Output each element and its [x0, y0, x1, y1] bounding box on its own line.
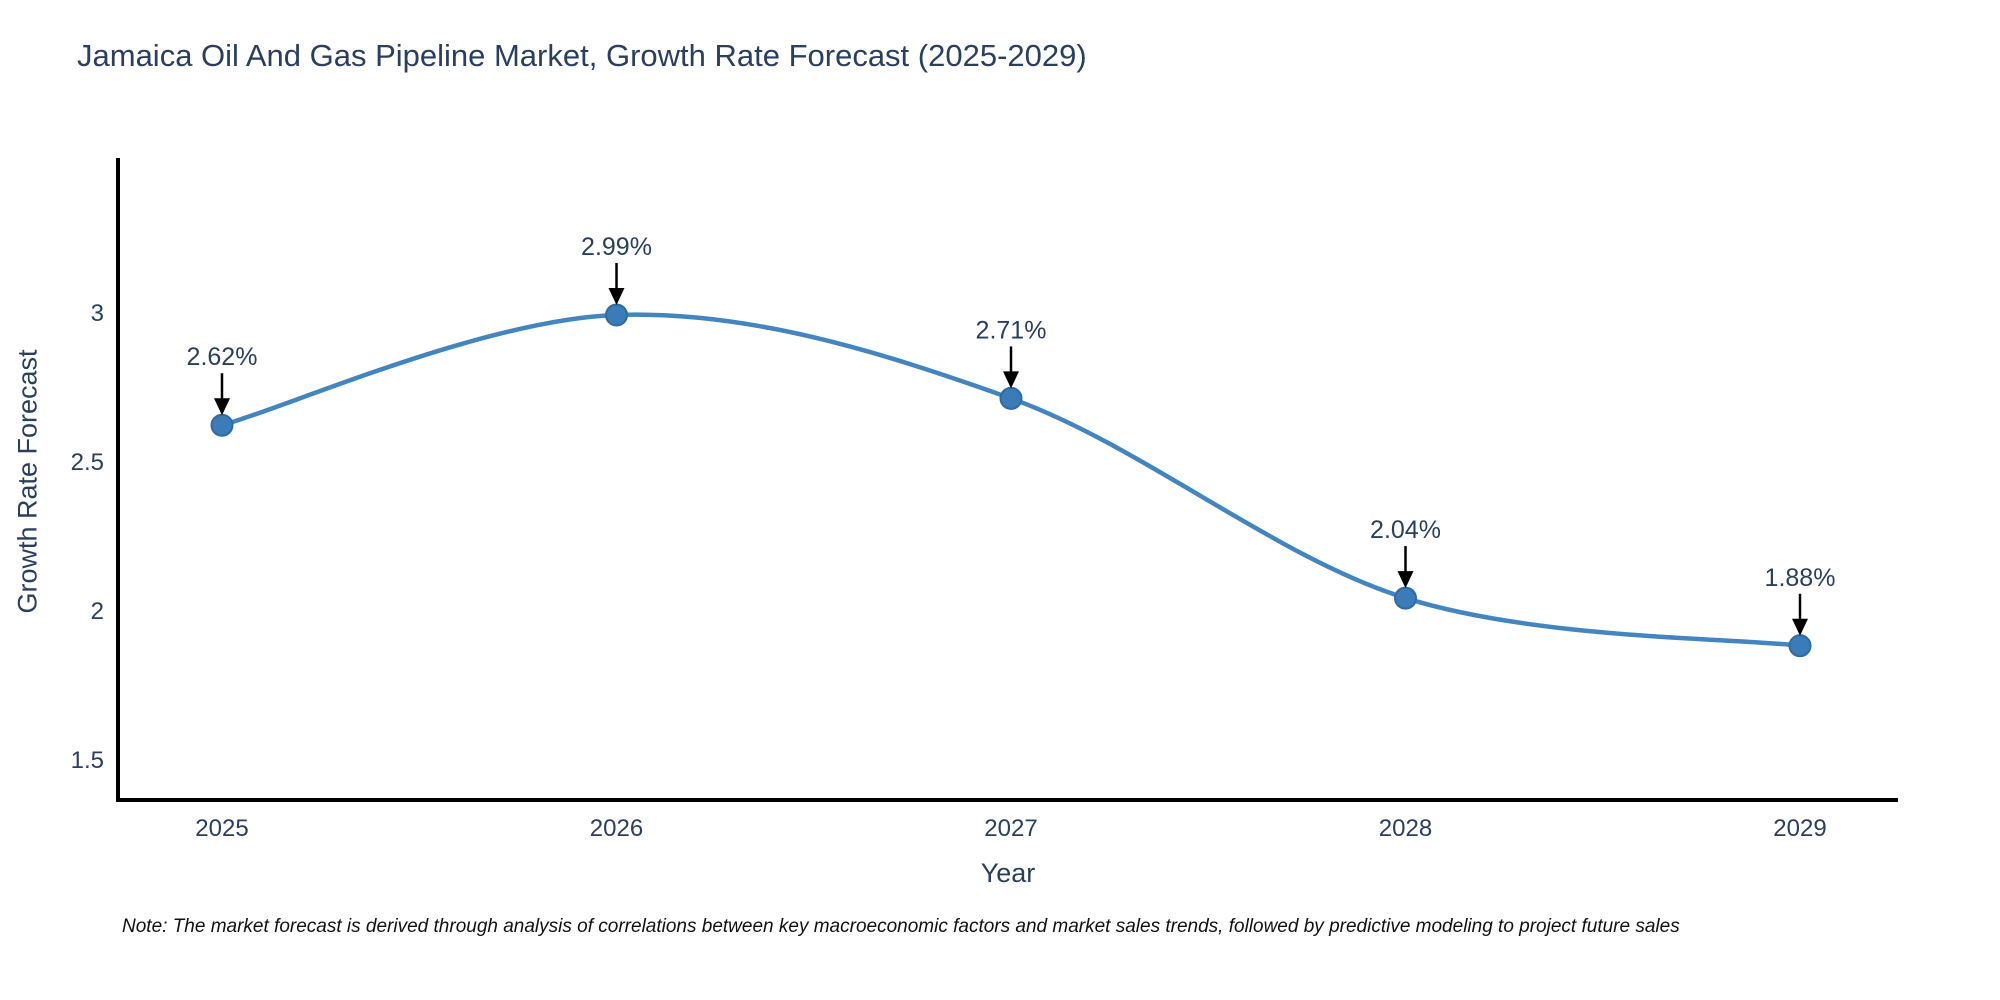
annotation-arrowhead — [1397, 571, 1414, 589]
x-axis-title: Year — [980, 858, 1036, 888]
chart-title: Jamaica Oil And Gas Pipeline Market, Gro… — [77, 38, 1087, 73]
x-tick-label: 2027 — [984, 815, 1037, 842]
annotation-arrowhead — [1003, 371, 1019, 389]
data-point-label: 2.71% — [976, 316, 1047, 344]
data-point-marker — [605, 303, 628, 327]
data-point-label: 2.99% — [581, 233, 652, 261]
x-tick-label: 2025 — [195, 815, 248, 842]
y-tick-label: 3 — [91, 300, 104, 327]
x-tick-label: 2029 — [1773, 815, 1826, 842]
footnote: Note: The market forecast is derived thr… — [122, 916, 1680, 937]
data-point-marker — [210, 413, 234, 437]
data-point-label: 1.88% — [1765, 564, 1836, 592]
annotation-arrowhead — [608, 287, 625, 305]
x-tick-label: 2026 — [590, 815, 643, 842]
y-tick-label: 2.5 — [71, 449, 104, 476]
y-axis-title: Growth Rate Forecast — [12, 349, 43, 614]
y-tick-label: 2 — [91, 598, 104, 625]
data-point-label: 2.62% — [187, 343, 258, 371]
annotation-arrowhead — [1792, 618, 1808, 636]
y-tick-label: 1.5 — [71, 747, 104, 774]
x-tick-label: 2028 — [1379, 815, 1432, 842]
data-point-marker — [1788, 634, 1812, 658]
data-point-marker — [1394, 586, 1417, 610]
data-point-label: 2.04% — [1370, 516, 1441, 544]
data-point-marker — [999, 386, 1023, 410]
annotation-arrowhead — [214, 398, 230, 416]
